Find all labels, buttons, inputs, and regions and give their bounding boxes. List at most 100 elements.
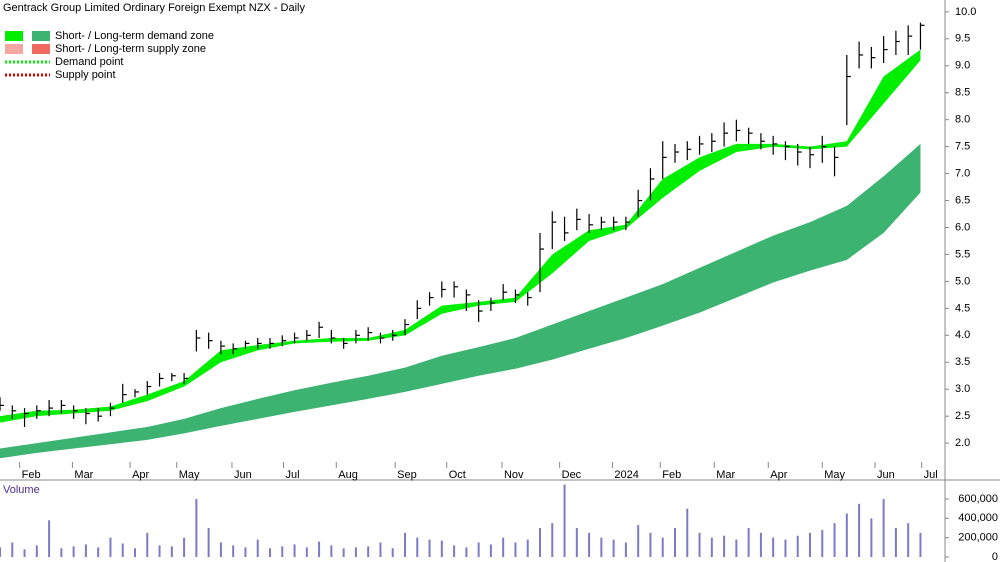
volume-bar: [404, 532, 406, 557]
volume-bar: [637, 525, 640, 557]
volume-bar: [600, 537, 603, 557]
y-tick-label: 9.0: [955, 60, 970, 72]
volume-bar: [48, 520, 51, 557]
volume-bar: [735, 539, 738, 557]
volume-bar: [183, 537, 186, 557]
volume-bar: [195, 499, 198, 557]
y-tick-label: 10.0: [955, 6, 976, 18]
volume-bar: [97, 547, 100, 557]
x-tick-label: Sep: [397, 469, 417, 481]
volume-bar: [539, 528, 541, 557]
volume-bar: [256, 539, 259, 557]
volume-bar: [833, 523, 836, 557]
volume-bar: [551, 523, 554, 557]
x-tick-label: Apr: [770, 469, 787, 481]
y-tick-label: 4.5: [955, 302, 970, 314]
x-tick-label: Nov: [504, 469, 524, 481]
y-tick-label: 0: [992, 551, 998, 562]
y-tick-label: 7.0: [955, 167, 970, 179]
chart-title: Gentrack Group Limited Ordinary Foreign …: [3, 2, 305, 14]
x-tick-label: May: [824, 469, 845, 481]
y-tick-label: 6.5: [955, 194, 970, 206]
volume-bar: [575, 528, 578, 557]
volume-bar: [170, 546, 173, 557]
volume-bar: [821, 529, 824, 557]
volume-bar: [919, 532, 922, 557]
x-tick-label: May: [179, 469, 200, 481]
volume-bar: [477, 542, 480, 557]
volume-bar: [845, 513, 848, 557]
y-tick-label: 6.0: [955, 221, 970, 233]
volume-bar: [158, 545, 161, 557]
volume-bar: [379, 542, 382, 557]
y-tick-label: 5.5: [955, 248, 970, 260]
volume-bar: [858, 503, 861, 557]
legend-swatch: [32, 31, 50, 41]
volume-bar: [870, 518, 873, 557]
volume-bar: [514, 542, 517, 557]
x-tick-label: Feb: [22, 469, 41, 481]
legend-swatch: [5, 31, 23, 41]
volume-bar: [563, 484, 566, 557]
x-tick-label: Mar: [716, 469, 735, 481]
volume-bar: [440, 540, 443, 557]
volume-bar: [293, 544, 296, 557]
volume-bar: [207, 528, 210, 557]
volume-bar: [23, 549, 26, 557]
y-tick-label: 4.0: [955, 329, 970, 341]
volume-bar: [453, 545, 456, 557]
volume-bar: [72, 546, 75, 557]
y-tick-label: 200,000: [958, 532, 998, 544]
volume-bar: [747, 528, 750, 557]
y-tick-label: 8.5: [955, 87, 970, 99]
y-tick-label: 2.0: [955, 437, 970, 449]
x-tick-label: Dec: [562, 469, 582, 481]
x-tick-label: Apr: [132, 469, 149, 481]
volume-bar: [526, 539, 529, 557]
volume-bar: [465, 547, 468, 557]
volume-bar: [907, 523, 910, 557]
legend-swatch: [32, 44, 50, 54]
volume-title: Volume: [3, 484, 40, 496]
volume-bar: [809, 532, 811, 557]
y-tick-label: 7.5: [955, 141, 970, 153]
volume-bar: [796, 535, 799, 557]
volume-bar: [367, 546, 370, 557]
legend-swatch: [5, 44, 23, 54]
volume-bar: [784, 539, 787, 557]
volume-bar: [269, 548, 271, 557]
volume-bar: [416, 537, 419, 557]
volume-bar: [698, 532, 701, 557]
volume-bar: [219, 542, 222, 557]
volume-bar: [342, 548, 345, 557]
volume-bar: [109, 537, 112, 557]
x-tick-label: Oct: [449, 469, 466, 481]
volume-bar: [35, 545, 38, 557]
volume-bar: [894, 528, 897, 557]
volume-bar: [612, 539, 615, 557]
x-tick-label: 2024: [614, 469, 638, 481]
y-tick-label: 8.0: [955, 114, 970, 126]
x-tick-label: Jul: [286, 469, 300, 481]
y-tick-label: 600,000: [958, 493, 998, 505]
volume-bar: [84, 544, 87, 557]
volume-bar: [134, 548, 136, 557]
volume-bar: [723, 535, 726, 557]
volume-bar: [244, 547, 247, 557]
legend-label: Short- / Long-term supply zone: [55, 43, 206, 55]
x-tick-label: Feb: [662, 469, 681, 481]
x-tick-label: Aug: [338, 469, 358, 481]
legend-label: Demand point: [55, 56, 124, 68]
volume-bar: [649, 532, 652, 557]
volume-bar: [624, 542, 627, 557]
volume-bar: [354, 547, 357, 557]
volume-bar: [121, 543, 124, 557]
volume-bar: [759, 532, 762, 557]
legend-label: Supply point: [55, 69, 116, 81]
y-tick-label: 400,000: [958, 512, 998, 524]
volume-bar: [502, 537, 505, 557]
volume-bar: [0, 547, 1, 557]
volume-bar: [281, 546, 284, 557]
x-tick-label: Jul: [924, 469, 938, 481]
